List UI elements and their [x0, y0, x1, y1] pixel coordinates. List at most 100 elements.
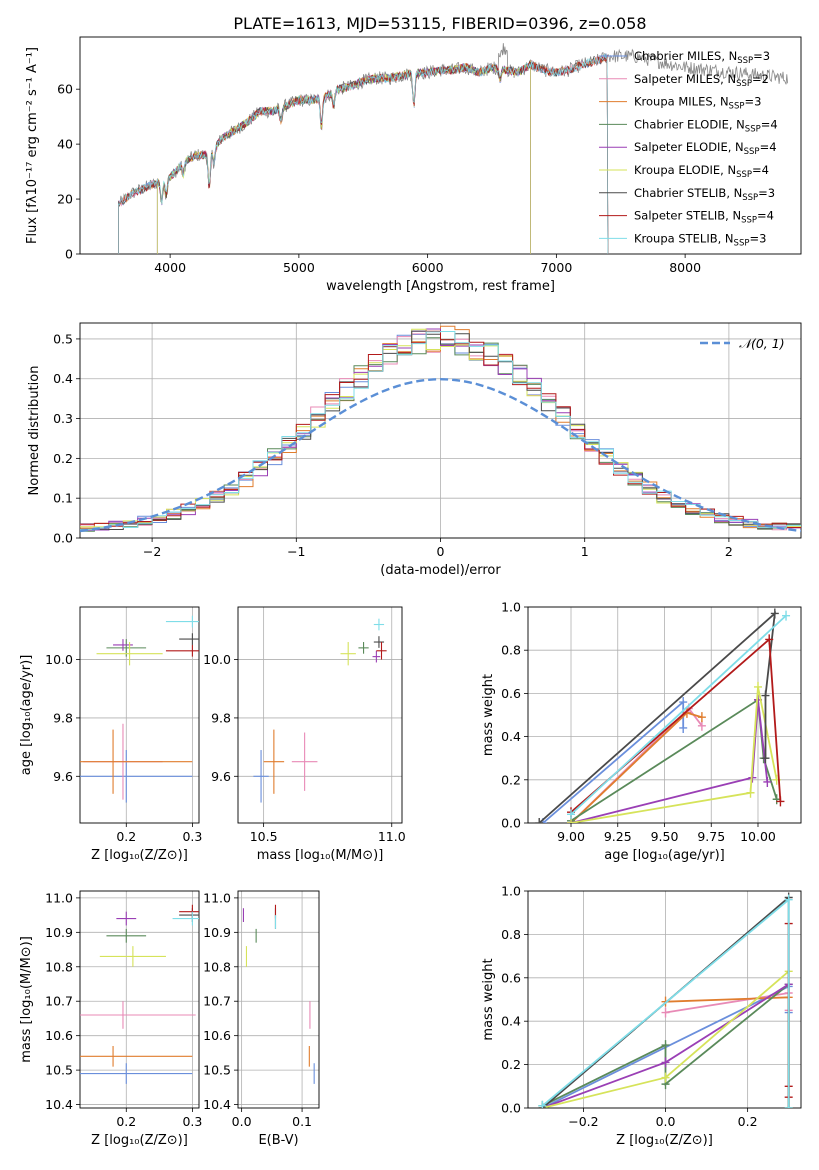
y-tick-label: 0.3 [53, 411, 73, 426]
y-tick-label: 9.8 [53, 710, 73, 725]
age_vs_mass-panel: 10.5 11.0 9.6 9.8 10.0 mass [log₁₀(M/M⊙)] [203, 606, 406, 863]
x-tick-label: 8000 [669, 260, 701, 275]
y-tick-label: 10.9 [203, 925, 231, 940]
legend-entry: Chabrier STELIB, NSSP=3 [634, 186, 775, 203]
y-tick-label: 0.4 [501, 729, 521, 744]
legend-entry: Salpeter MILES, NSSP=2 [634, 72, 769, 89]
y-tick-label: 10.5 [45, 1063, 73, 1078]
y-tick-label: 0.8 [501, 927, 521, 942]
y-tick-label: 0.0 [53, 531, 73, 546]
errorbar-point [373, 618, 385, 631]
y-tick-label: 1.0 [501, 600, 521, 615]
weight-line [665, 996, 790, 1108]
y-tick-label: 0.2 [501, 772, 521, 787]
grid-lines [80, 891, 199, 1108]
y-tick-label: 11.0 [45, 890, 73, 905]
grid-lines [80, 323, 801, 539]
age_vs_Z-panel: 0.2 0.3 9.6 9.8 10.0 Z [log₁₀(Z/Z⊙)] age [log₁… [19, 606, 202, 863]
x-tick-label: 9.00 [557, 829, 585, 844]
errorbar-point [373, 636, 385, 648]
axes-frame [79, 36, 802, 255]
y-tick-label: 10.8 [203, 959, 231, 974]
errorbar-point [116, 911, 137, 926]
x-axis-label: Z [log₁₀(Z/Z⊙)] [91, 848, 188, 863]
x-tick-label: 0.2 [116, 829, 136, 844]
errorbar-point [165, 615, 199, 628]
x-tick-label: 0.2 [116, 1114, 136, 1129]
x-tick-label: 10.00 [740, 829, 776, 844]
y-tick-label: 10.5 [203, 1063, 231, 1078]
y-tick-label: 20 [57, 192, 73, 207]
legend-entry: Chabrier ELODIE, NSSP=4 [634, 117, 778, 134]
x-tick-label: 9.75 [697, 829, 725, 844]
y-tick-label: 0 [65, 247, 73, 262]
x-tick-label: 0.3 [182, 1114, 202, 1129]
grid-lines [238, 607, 402, 823]
x-tick-label: 10.5 [250, 829, 278, 844]
weight-line [570, 698, 778, 822]
x-tick-label: 0.1 [292, 1114, 312, 1129]
x-axis-label: age [log₁₀(age/yr)] [604, 848, 725, 863]
y-tick-label: 9.6 [211, 769, 231, 784]
legend-entry: Salpeter ELODIE, NSSP=4 [634, 140, 777, 157]
y-tick-label: 10.0 [45, 652, 73, 667]
y-tick-label: 0.2 [53, 451, 73, 466]
x-axis-label: Z [log₁₀(Z/Z⊙)] [91, 1133, 188, 1148]
weight-point [661, 1040, 670, 1051]
y-tick-label: 9.6 [53, 769, 73, 784]
x-tick-label: 11.0 [378, 829, 406, 844]
weight-point [753, 681, 762, 692]
errorbar-point [340, 642, 356, 666]
weight-point [770, 608, 779, 619]
legend-entry: Salpeter STELIB, NSSP=4 [634, 209, 774, 226]
axes-frame [79, 322, 802, 539]
y-tick-label: 10.4 [45, 1097, 73, 1112]
weight-point [782, 610, 791, 621]
errorbar-point [80, 1063, 193, 1084]
x-axis-label: E(B-V) [258, 1133, 298, 1148]
y-tick-label: 9.8 [211, 710, 231, 725]
y-tick-label: 10.7 [203, 994, 231, 1009]
errorbar-point [253, 750, 269, 803]
y-tick-label: 0.1 [53, 491, 73, 506]
weight-point [784, 1103, 793, 1108]
errorbars [80, 615, 199, 803]
y-tick-label: 10.9 [45, 925, 73, 940]
weight-line [570, 699, 769, 823]
x-tick-label: 5000 [283, 260, 315, 275]
weight-line [570, 686, 778, 823]
weight-point [679, 697, 688, 708]
x-axis-label: wavelength [Angstrom, rest frame] [326, 279, 555, 294]
histogram-step [80, 330, 801, 528]
weight-point [661, 1007, 670, 1018]
histogram-step [80, 331, 801, 531]
x-tick-label: −0.2 [568, 1114, 598, 1129]
weight-lines [535, 608, 791, 823]
axes-frame [527, 606, 802, 824]
x-tick-label: 0.3 [182, 829, 202, 844]
x-axis-label: mass [log₁₀(M/M⊙)] [257, 848, 384, 863]
legend-entry: 𝒩(0, 1) [739, 336, 785, 351]
y-tick-label: 0.4 [53, 371, 73, 386]
weight-point [697, 720, 706, 731]
y-axis-label: mass [log₁₀(M/M⊙)] [19, 936, 34, 1063]
weight-point [765, 634, 774, 645]
errorbar-point [80, 1001, 196, 1029]
axes-frame [79, 606, 200, 824]
x-tick-label: 1 [581, 544, 589, 559]
massweight_vs_Z-panel: −0.2 0.0 0.2 0.0 0.2 0.4 0.6 0.8 1.0 Z [log₁₀(Z/Z… [481, 884, 802, 1148]
errorbar-point [106, 928, 147, 943]
axes-frame [237, 890, 320, 1109]
errorbar-point [179, 633, 199, 645]
y-tick-label: 11.0 [203, 890, 231, 905]
axes-frame [79, 890, 200, 1109]
weight-point [661, 1057, 670, 1068]
y-tick-label: 10.7 [45, 994, 73, 1009]
y-tick-label: 60 [57, 82, 73, 97]
weight-point [679, 722, 688, 733]
y-tick-label: 10.4 [203, 1097, 231, 1112]
grid-lines [238, 891, 319, 1108]
x-tick-label: 6000 [412, 260, 444, 275]
figure-title: PLATE=1613, MJD=53115, FIBERID=0396, z=0… [233, 14, 646, 33]
y-axis-label: Normed distribution [27, 366, 42, 496]
